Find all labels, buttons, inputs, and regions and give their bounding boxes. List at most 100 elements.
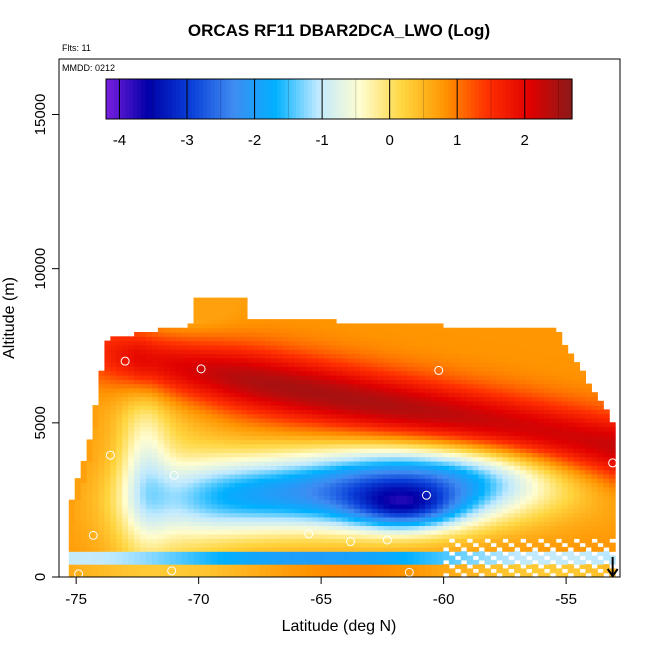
heatmap-cell [365,370,373,376]
heatmap-cell [193,310,201,316]
heatmap-cell [282,405,290,410]
heatmap-cell [140,460,147,466]
heatmap-cell [549,525,557,531]
heatmap-cell [561,516,569,522]
heatmap-cell [122,516,129,522]
heatmap-cell [211,443,218,449]
heatmap-cell [336,327,343,333]
heatmap-cell [496,383,503,389]
heatmap-cell [395,465,402,471]
heatmap-cell [252,387,260,393]
heatmap-cell [549,409,557,415]
heatmap-cell [407,546,414,552]
heatmap-cell [377,400,385,406]
heatmap-cell [306,465,313,471]
heatmap-cell [128,538,135,544]
heatmap-cell [187,529,195,535]
heatmap-cell [223,430,230,436]
heatmap-cell [508,387,515,393]
heatmap-cell [151,448,159,453]
heatmap-cell [211,546,218,552]
heatmap-cell [235,310,242,316]
heatmap-cell [561,430,569,436]
heatmap-cell [419,512,426,518]
heatmap-cell [163,387,171,393]
heatmap-cell [353,332,361,337]
heatmap-cell [258,499,266,505]
heatmap-cell [359,400,367,406]
heatmap-cell [371,370,379,376]
heatmap-cell [199,516,206,522]
heatmap-cell [401,396,408,402]
heatmap-cell [442,327,450,333]
heatmap-cell [223,538,230,544]
heatmap-cell [389,516,396,522]
heatmap-cell [134,383,141,389]
heatmap-cell [395,383,402,389]
heatmap-cell [235,297,242,303]
heatmap-cell [591,469,598,475]
heatmap-cell [448,353,456,359]
heatmap-cell [151,486,159,492]
heatmap-cell [294,383,301,389]
heatmap-cell [140,332,147,337]
heatmap-cell [116,551,123,557]
heatmap-cell [282,495,290,501]
heatmap-cell [454,370,462,376]
heatmap-cell [472,413,480,419]
heatmap-cell [371,336,379,342]
heatmap-cell [110,396,117,402]
heatmap-cell [318,370,325,376]
heatmap-cell [531,478,539,484]
heatmap-cell [490,448,497,453]
heatmap-cell [520,460,527,466]
heatmap-cell [270,516,278,522]
heatmap-cell [258,486,266,492]
heatmap-cell [252,568,260,574]
heatmap-cell [318,409,325,415]
heatmap-cell [187,482,195,488]
heatmap-cell [597,521,604,527]
heatmap-cell [591,508,598,514]
heatmap-cell [199,469,206,475]
heatmap-cell [157,534,165,539]
heatmap-cell [193,306,201,312]
heatmap-cell [377,491,385,496]
heatmap-cell [543,499,551,505]
heatmap-cell [98,491,106,496]
heatmap-cell [425,400,432,406]
heatmap-cell [413,448,420,453]
heatmap-cell [223,400,230,406]
heatmap-cell [104,478,111,484]
heatmap-cell [353,443,361,449]
heatmap-cell [561,370,569,376]
heatmap-cell [460,478,468,484]
heatmap-cell [193,473,201,479]
heatmap-cell [365,495,373,501]
heatmap-cell [407,336,414,342]
heatmap-cell [526,417,533,423]
heatmap-cell [264,370,272,376]
heatmap-cell [383,559,391,565]
heatmap-cell [181,538,189,544]
heatmap-cell [199,366,206,372]
heatmap-cell [252,516,260,522]
heatmap-cell [199,495,206,501]
heatmap-cell [246,374,254,380]
heatmap-cell [520,405,527,410]
heatmap-cell [235,525,242,531]
heatmap-cell [537,491,545,496]
heatmap-cell [199,357,206,363]
heatmap-cell [520,422,527,428]
heatmap-cell [526,409,533,415]
heatmap-cell [484,521,491,527]
heatmap-cell [116,448,123,453]
heatmap-cell [122,538,129,544]
heatmap-cell [585,478,592,484]
heatmap-cell [116,413,123,419]
heatmap-cell [157,396,165,402]
heatmap-cell [151,508,159,514]
heatmap-cell [591,435,598,441]
heatmap-cell [140,503,147,509]
heatmap-cell [520,435,527,441]
